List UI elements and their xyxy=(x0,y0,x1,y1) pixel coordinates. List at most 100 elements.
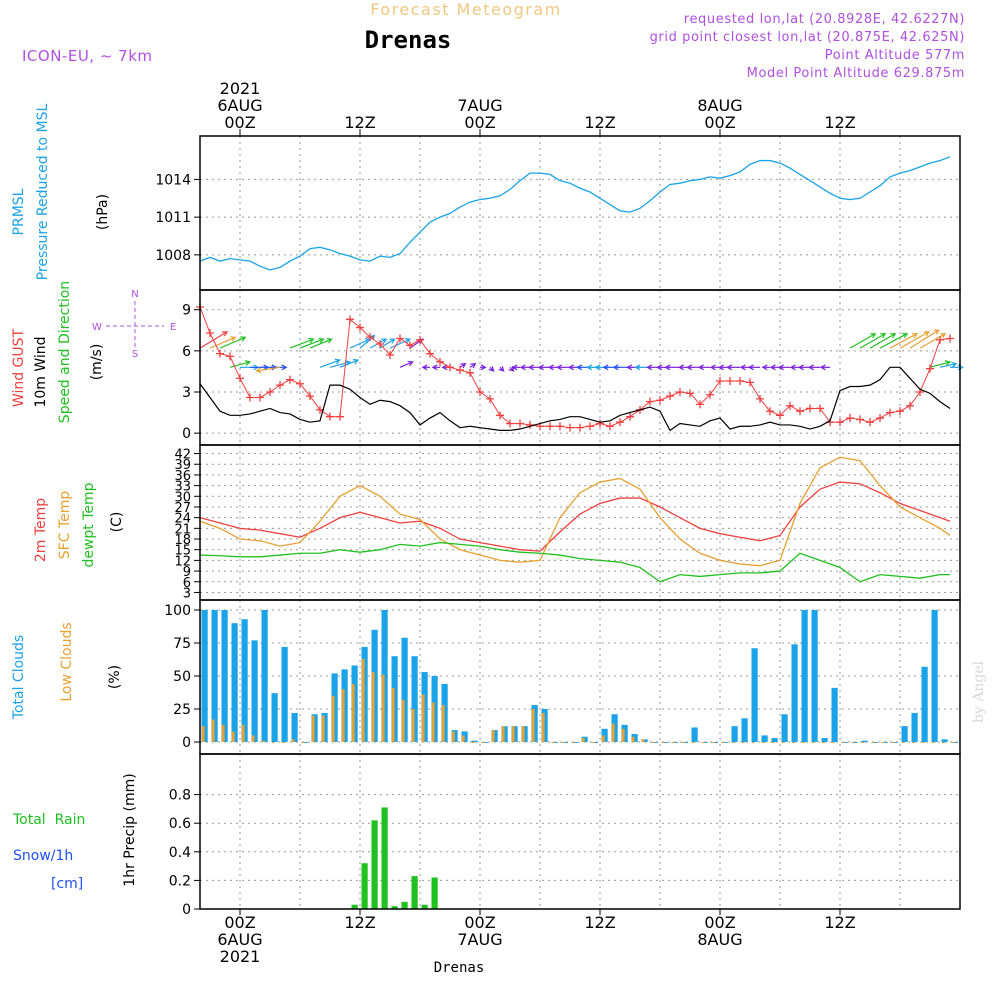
total-cloud-bar xyxy=(271,693,278,742)
top-time-label: 6AUG xyxy=(217,96,262,115)
wind-10m-label: 10m Wind xyxy=(33,336,49,407)
gust-marker xyxy=(346,315,354,324)
gust-marker xyxy=(866,418,874,427)
low-cloud-bar xyxy=(481,742,485,743)
wind-arrow-head xyxy=(602,364,609,371)
wind-arrow-head xyxy=(777,364,784,371)
low-cloud-bar xyxy=(951,742,955,743)
gust-marker xyxy=(216,349,224,358)
gust-marker xyxy=(546,422,554,431)
gust-marker xyxy=(236,374,244,383)
chart-title: Drenas xyxy=(365,26,452,54)
gust-marker xyxy=(846,414,854,423)
low-cloud-bar xyxy=(711,742,715,743)
dewpt-line xyxy=(199,541,950,583)
wind-arrow xyxy=(431,364,440,371)
gust-marker xyxy=(726,377,734,386)
wind-arrow-head xyxy=(726,364,733,371)
compass-n: N xyxy=(131,289,138,300)
wind10m-line xyxy=(199,366,951,432)
wind-arrow-head xyxy=(389,338,396,344)
top-time-label: 8AUG xyxy=(697,96,742,115)
low-cloud-bar xyxy=(241,724,245,742)
wind-arrow xyxy=(879,333,909,349)
gust-marker xyxy=(596,419,604,428)
gust-marker xyxy=(416,335,424,344)
gust-marker xyxy=(376,340,384,348)
gust-marker xyxy=(926,364,934,373)
wind-arrow-head xyxy=(951,361,958,368)
low-cloud-bar xyxy=(291,739,295,742)
total-cloud-bar xyxy=(691,727,698,742)
gust-marker xyxy=(776,411,784,420)
total-cloud-bar xyxy=(221,610,228,742)
wind-arrow-shaft xyxy=(389,338,411,349)
wind-arrow-head xyxy=(656,364,663,371)
low-cloud-bar xyxy=(581,738,585,742)
gust-marker xyxy=(586,422,594,431)
compass-w: W xyxy=(92,322,102,333)
low-cloud-bar xyxy=(331,695,335,742)
wind-arrow-shaft xyxy=(299,338,324,349)
temp-ytick-label: 27 xyxy=(174,501,191,516)
point-altitude: Point Altitude 577m xyxy=(825,48,965,63)
total-cloud-bar xyxy=(821,738,828,742)
rain-precip-bar xyxy=(361,863,368,909)
wind-arrow-head xyxy=(352,358,360,365)
gust-marker xyxy=(396,334,404,343)
wind-arrow xyxy=(556,364,570,371)
gust-marker xyxy=(516,419,524,428)
low-cloud-bar xyxy=(941,742,945,743)
gust-marker xyxy=(526,420,534,429)
gust-marker xyxy=(666,392,674,401)
total-cloud-bar xyxy=(911,712,918,742)
low-cloud-bar xyxy=(601,735,605,742)
total-cloud-bar xyxy=(761,735,768,742)
wind-arrow xyxy=(807,364,820,371)
wind-arrow-head xyxy=(576,364,583,371)
gust-marker xyxy=(936,335,944,344)
wind-arrow-head xyxy=(431,364,438,371)
cloud-panel-labels: Total Clouds Low Clouds (%) xyxy=(11,622,123,720)
temp-frame xyxy=(199,444,961,601)
gust-marker xyxy=(736,377,744,386)
wind-arrow-head xyxy=(326,337,333,344)
wind-arrow-head xyxy=(761,364,768,371)
low-cloud-bar xyxy=(251,735,255,742)
compass-s: S xyxy=(132,349,138,360)
gust-marker xyxy=(626,412,634,421)
wind-arrow xyxy=(339,358,360,368)
temp-ytick-label: 12 xyxy=(174,554,191,569)
low-cloud-bar xyxy=(921,742,925,743)
low-cloud-bar xyxy=(521,726,525,742)
wind-arrow-shaft xyxy=(889,333,918,349)
model-altitude: Model Point Altitude 629.875m xyxy=(747,66,965,81)
clouds-ytick-label: 50 xyxy=(173,669,191,685)
wind-arrow xyxy=(219,336,247,349)
snow-label: Snow/1h xyxy=(13,848,73,864)
total-cloud-bar xyxy=(931,610,938,742)
wind-arrow-head xyxy=(519,364,526,371)
wind-arrow-head xyxy=(460,363,467,369)
gust-line xyxy=(199,306,951,429)
wind-arrow-head xyxy=(281,364,288,371)
low-cloud-bar xyxy=(541,712,545,742)
temp-ytick-label: 42 xyxy=(174,448,191,463)
gust-marker xyxy=(386,350,394,359)
wind-arrow xyxy=(747,364,760,371)
wind-arrow-shaft xyxy=(209,336,236,349)
gust-marker xyxy=(336,412,344,421)
wind-arrow xyxy=(869,333,897,349)
low-cloud-bar xyxy=(201,726,205,742)
wind-arrow-head xyxy=(318,337,325,344)
wind-arrow-head xyxy=(880,333,887,339)
wind-arrow-shaft xyxy=(849,333,876,349)
temp-ytick-label: 36 xyxy=(174,469,191,484)
low-cloud-bar xyxy=(841,742,845,743)
gust-marker xyxy=(786,401,794,410)
gust-marker xyxy=(756,394,764,403)
low-cloud-bar xyxy=(671,742,675,743)
pressure-frame xyxy=(199,135,961,291)
wind-arrow-head xyxy=(240,336,247,342)
